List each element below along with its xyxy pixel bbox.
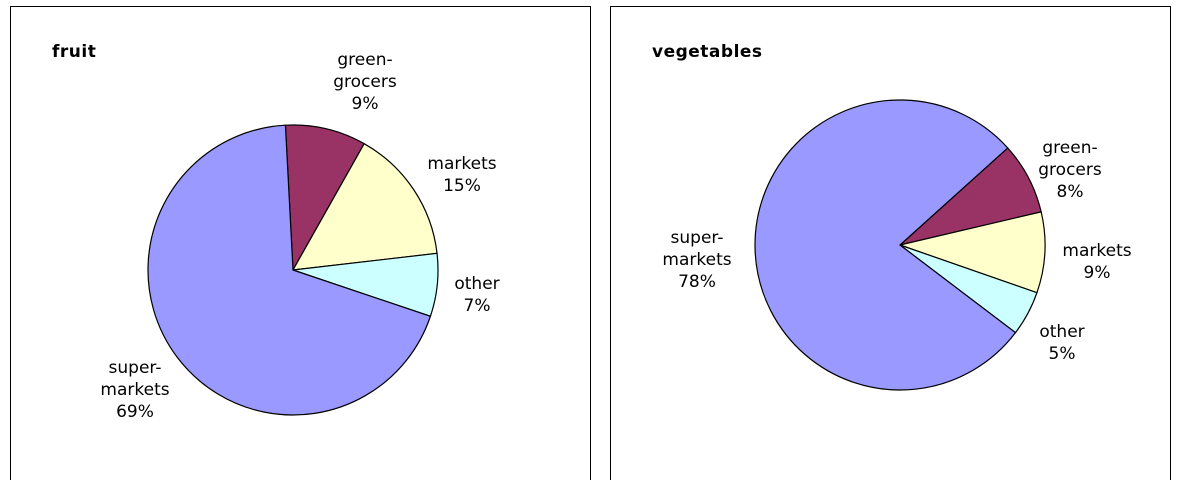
category-label: super-markets <box>662 228 732 270</box>
category-label: markets <box>427 154 497 174</box>
chart-title: vegetables <box>652 42 763 62</box>
category-label: green-grocers <box>1038 138 1102 180</box>
value-label: 78% <box>678 272 716 292</box>
category-label: green-grocers <box>333 50 397 92</box>
slice-label: markets 9% <box>1062 240 1131 284</box>
value-label: 8% <box>1056 182 1084 202</box>
category-label: other <box>454 274 500 294</box>
category-label: markets <box>1062 241 1132 261</box>
category-label: other <box>1039 322 1085 342</box>
chart-title: fruit <box>52 42 97 62</box>
pie-slice <box>291 142 438 271</box>
value-label: 7% <box>463 296 491 316</box>
value-label: 9% <box>351 94 379 114</box>
slice-label: super-markets 78% <box>662 227 731 293</box>
slice-label: other 7% <box>454 273 499 317</box>
category-label: super-markets <box>100 358 170 400</box>
value-label: 9% <box>1083 263 1111 283</box>
value-label: 69% <box>116 402 154 422</box>
pie-slice <box>284 124 365 273</box>
slice-label: green-grocers 8% <box>1038 137 1101 203</box>
slice-label: green-grocers 9% <box>333 49 396 115</box>
pie-slice <box>754 99 1017 391</box>
pie-slice <box>897 211 1046 294</box>
value-label: 15% <box>443 176 481 196</box>
slice-label: other 5% <box>1039 321 1084 365</box>
slice-label: markets 15% <box>427 153 496 197</box>
value-label: 5% <box>1048 344 1076 364</box>
pie-slice <box>147 124 432 416</box>
slice-label: super-markets 69% <box>100 357 169 423</box>
